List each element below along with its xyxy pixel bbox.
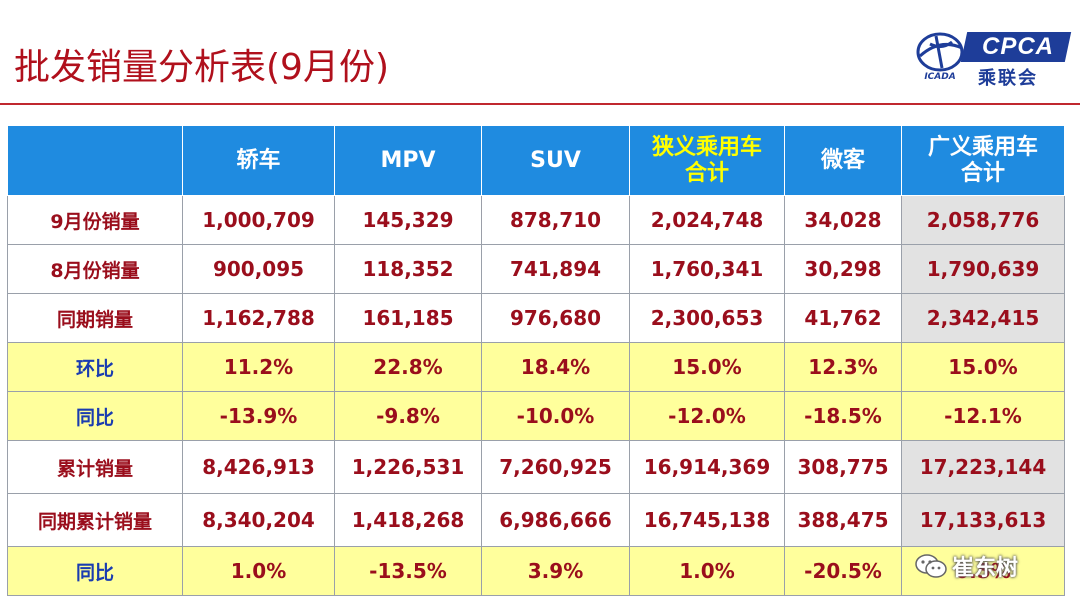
table-cell: 1,760,341: [629, 244, 785, 294]
header-corner: [7, 125, 183, 196]
table-cell: 15.0%: [901, 342, 1065, 392]
table-cell: 22.8%: [334, 342, 482, 392]
table-cell: 976,680: [481, 293, 630, 343]
table-cell: 8,426,913: [182, 440, 335, 494]
table-cell: 11.2%: [182, 342, 335, 392]
table-cell: 1.0%: [629, 546, 785, 596]
row-label: 同比: [7, 546, 183, 596]
table-cell: 1,226,531: [334, 440, 482, 494]
table-cell: 900,095: [182, 244, 335, 294]
page-title: 批发销量分析表(9月份): [14, 47, 389, 88]
table-row: 同比 -13.9% -9.8% -10.0% -12.0% -18.5% -12.1%: [7, 391, 1065, 441]
row-label: 累计销量: [7, 440, 183, 494]
table-cell: 2,058,776: [901, 195, 1065, 245]
row-label: 同比: [7, 391, 183, 441]
table-cell: 3.9%: [481, 546, 630, 596]
table-cell: 17,133,613: [901, 493, 1065, 547]
logo-globe-text: ICADA: [924, 72, 956, 82]
wechat-watermark: 崔东树: [914, 548, 1018, 584]
table-cell: -18.5%: [784, 391, 902, 441]
table-cell: 18.4%: [481, 342, 630, 392]
table-cell: 15.0%: [629, 342, 785, 392]
wechat-icon: [915, 554, 947, 578]
row-label: 环比: [7, 342, 183, 392]
column-header: 轿车: [182, 125, 335, 196]
table-cell: 1,418,268: [334, 493, 482, 547]
logo-brand-cn: 乘联会: [978, 68, 1038, 89]
column-header: MPV: [334, 125, 482, 196]
table-cell: 1,000,709: [182, 195, 335, 245]
table-cell: -13.9%: [182, 391, 335, 441]
table-cell: 16,914,369: [629, 440, 785, 494]
table-cell: -12.1%: [901, 391, 1065, 441]
table-cell: 8,340,204: [182, 493, 335, 547]
table-cell: 878,710: [481, 195, 630, 245]
table-cell: 12.3%: [784, 342, 902, 392]
table-cell: 1,790,639: [901, 244, 1065, 294]
column-header: 微客: [784, 125, 902, 196]
table-cell: -12.0%: [629, 391, 785, 441]
table-row: 同期累计销量 8,340,204 1,418,268 6,986,666 16,745,…: [7, 493, 1065, 547]
table-row: 环比 11.2% 22.8% 18.4% 15.0% 12.3% 15.0%: [7, 342, 1065, 392]
table-cell: 2,300,653: [629, 293, 785, 343]
row-label: 同期销量: [7, 293, 183, 343]
table-row: 累计销量 8,426,913 1,226,531 7,260,925 16,914,36…: [7, 440, 1065, 494]
table-cell: 6,986,666: [481, 493, 630, 547]
table-cell: -10.0%: [481, 391, 630, 441]
column-header: 广义乘用车 合计: [901, 125, 1065, 196]
cpca-logo: ICADA CPCA 乘联会: [912, 28, 1072, 89]
row-label: 8月份销量: [7, 244, 183, 294]
table-cell: 741,894: [481, 244, 630, 294]
logo-brand-text: CPCA: [981, 33, 1054, 60]
table-cell: 145,329: [334, 195, 482, 245]
table-cell: 2,342,415: [901, 293, 1065, 343]
column-header: SUV: [481, 125, 630, 196]
table-header-row: 轿车 MPV SUV 狭义乘用车 合计 微客 广义乘用车 合计: [7, 125, 1065, 196]
table-cell: 17,223,144: [901, 440, 1065, 494]
watermark-text: 崔东树: [952, 556, 1019, 581]
title-divider: [0, 103, 1080, 105]
table-cell: 30,298: [784, 244, 902, 294]
table-row: 同比 1.0% -13.5% 3.9% 1.0% -20.5% 0.5%: [7, 546, 1065, 596]
table-cell: 16,745,138: [629, 493, 785, 547]
table-body: 9月份销量 1,000,709 145,329 878,710 2,024,748 34,…: [7, 195, 1065, 596]
table-cell: 2,024,748: [629, 195, 785, 245]
table-cell: 118,352: [334, 244, 482, 294]
row-label: 同期累计销量: [7, 493, 183, 547]
table-cell: 7,260,925: [481, 440, 630, 494]
table-cell: -20.5%: [784, 546, 902, 596]
column-header: 狭义乘用车 合计: [629, 125, 785, 196]
table-cell: 1,162,788: [182, 293, 335, 343]
table-cell: 41,762: [784, 293, 902, 343]
table-cell: 308,775: [784, 440, 902, 494]
table-cell: -13.5%: [334, 546, 482, 596]
table-cell: 34,028: [784, 195, 902, 245]
table-cell: 1.0%: [182, 546, 335, 596]
sales-analysis-table: 轿车 MPV SUV 狭义乘用车 合计 微客 广义乘用车 合计 9月份销量 1,000,709 1…: [7, 125, 1065, 596]
table-row: 同期销量 1,162,788 161,185 976,680 2,300,653 41,7…: [7, 293, 1065, 343]
table-cell: -9.8%: [334, 391, 482, 441]
table-row: 9月份销量 1,000,709 145,329 878,710 2,024,748 34,…: [7, 195, 1065, 245]
table-cell: 161,185: [334, 293, 482, 343]
table-row: 8月份销量 900,095 118,352 741,894 1,760,341 30,29…: [7, 244, 1065, 294]
row-label: 9月份销量: [7, 195, 183, 245]
table-cell: 388,475: [784, 493, 902, 547]
